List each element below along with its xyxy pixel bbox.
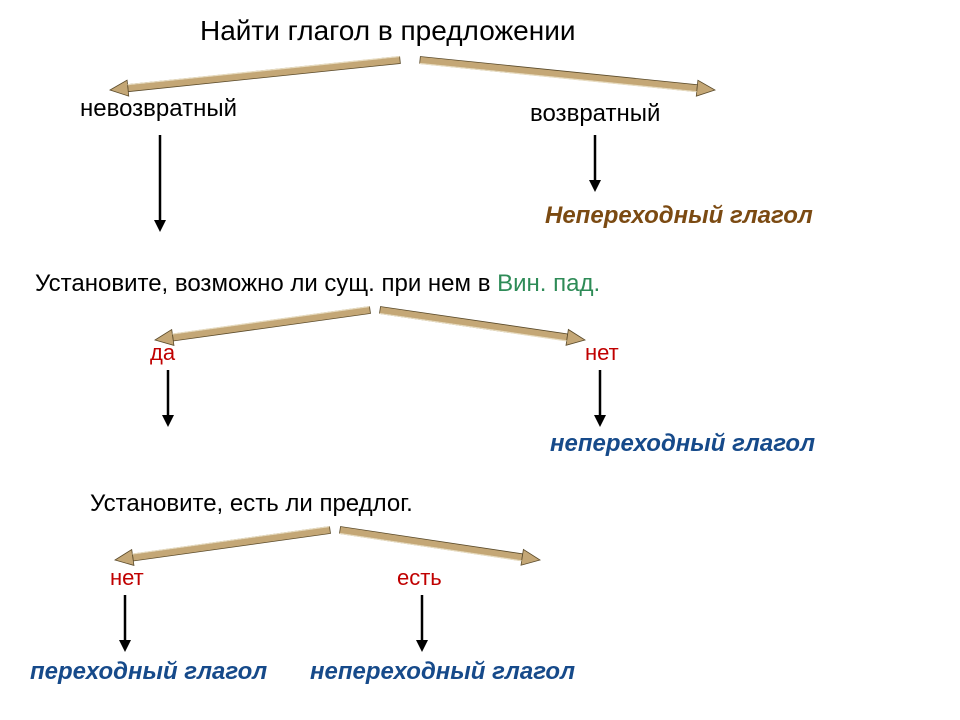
question-1: Установите, возможно ли сущ. при нем в В…: [35, 270, 600, 298]
title: Найти глагол в предложении: [200, 15, 576, 47]
answer-net-2: нет: [110, 565, 144, 591]
result-neperehodny-navy-1: непереходный глагол: [550, 430, 815, 458]
result-neperehodny-navy-2: непереходный глагол: [310, 658, 575, 686]
node-nevozvratny: невозвратный: [80, 95, 237, 123]
answer-net-1: нет: [585, 340, 619, 366]
q1-part-b: Вин. пад.: [497, 270, 600, 297]
result-perehodny: переходный глагол: [30, 658, 267, 686]
answer-est: есть: [397, 565, 442, 591]
answer-da: да: [150, 340, 175, 366]
node-vozvratny: возвратный: [530, 100, 660, 128]
q1-part-a: Установите, возможно ли сущ. при нем в: [35, 270, 497, 297]
result-neperehodny-brown: Непереходный глагол: [545, 202, 813, 230]
question-2: Установите, есть ли предлог.: [90, 490, 413, 518]
